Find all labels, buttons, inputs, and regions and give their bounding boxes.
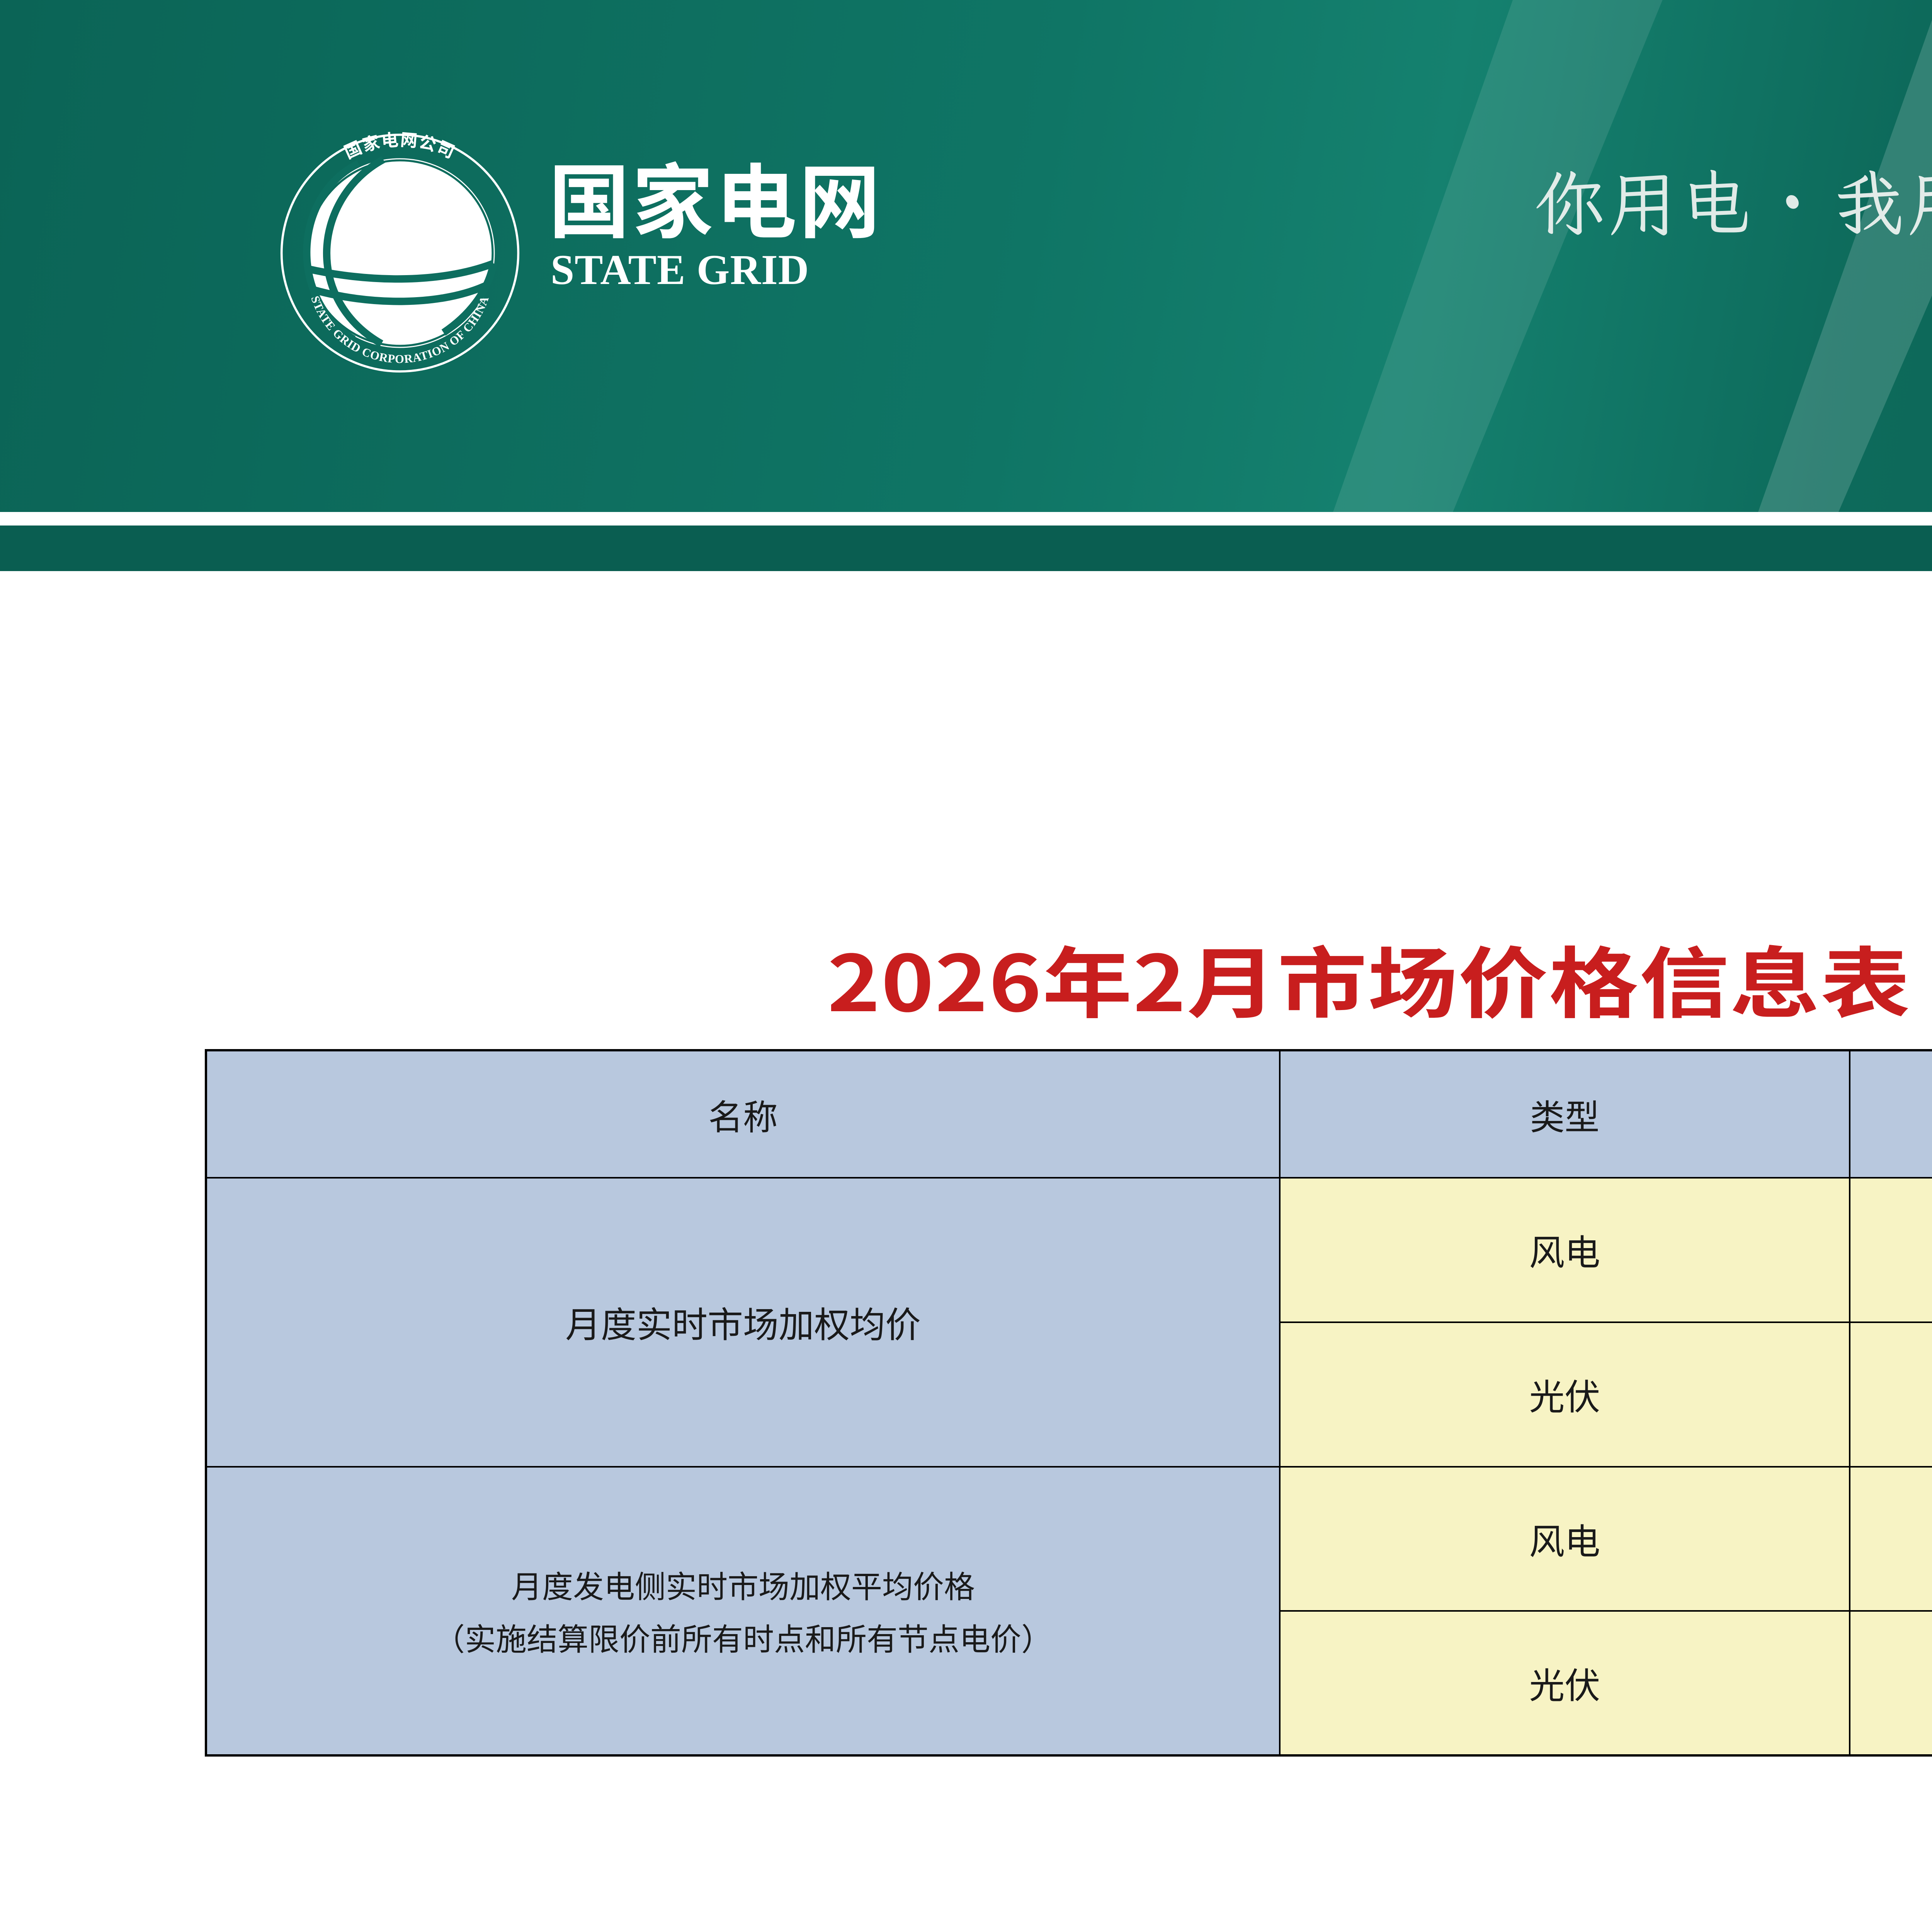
svg-text:国家电网公司: 国家电网公司	[340, 126, 460, 164]
